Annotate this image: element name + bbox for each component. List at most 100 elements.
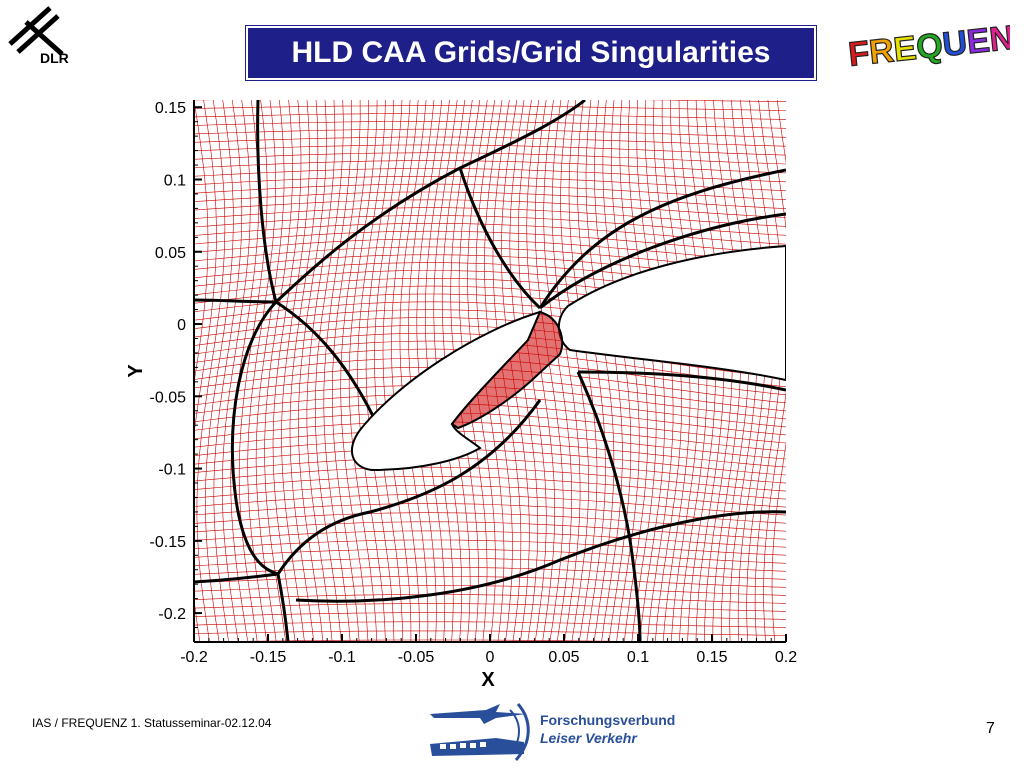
slide-title-box: HLD CAA Grids/Grid Singularities [246, 26, 816, 80]
axes: -0.2 -0.15 -0.1 -0.05 0 0.05 0.1 0.15 0.2 0.15 0.1… [150, 100, 797, 666]
grid-line-j [194, 176, 786, 192]
grid-line-i [196, 100, 226, 642]
grid-line-j [194, 230, 786, 254]
grid-line-i [194, 100, 217, 642]
grid-line-j [194, 448, 786, 476]
grid-line-j [194, 215, 786, 236]
grid-line-j [194, 512, 786, 532]
grid-line-i [348, 100, 378, 642]
grid-line-i [670, 100, 699, 642]
grid-line-j [194, 168, 786, 183]
grid-line-j [194, 466, 786, 492]
grid-line-j [194, 144, 786, 156]
block-line [256, 100, 278, 303]
grid-line-i [222, 100, 251, 642]
grid-line-i [551, 100, 581, 642]
grid-line-j [194, 199, 786, 218]
x-tick-label: 0 [486, 649, 495, 666]
grid-line-j [194, 530, 786, 548]
grid-line-i [306, 100, 336, 642]
y-tick-label: -0.2 [158, 606, 186, 623]
dlr-logo [8, 6, 64, 56]
y-tick-label: 0.1 [164, 172, 186, 189]
grid-line-j [194, 421, 786, 452]
y-tick-label: 0.15 [155, 100, 186, 117]
grid-line-i [771, 100, 786, 642]
grid-line-j [194, 521, 786, 540]
grid-line-j [194, 494, 786, 516]
grid-line-j [194, 548, 786, 564]
grid-line-i [644, 100, 674, 642]
grid-line-j [194, 621, 786, 628]
grid-line-j [194, 439, 786, 468]
block-line [194, 572, 279, 584]
x-tick-label: -0.05 [398, 649, 435, 666]
forschungsverbund-logo [430, 703, 530, 761]
grid-line-j [194, 566, 786, 580]
dlr-logo-text: DLR [40, 50, 69, 66]
block-line [275, 300, 376, 419]
slide-title: HLD CAA Grids/Grid Singularities [291, 36, 771, 69]
grid-line-i [331, 100, 361, 642]
block-line [576, 371, 642, 642]
grid-line-j [194, 128, 786, 138]
block-boundaries [194, 100, 786, 642]
y-tick-label: -0.1 [158, 462, 186, 479]
grid-line-j [194, 457, 786, 484]
y-axis-label: Y [125, 364, 147, 378]
grid-line-j [194, 539, 786, 556]
grid-line-j [194, 612, 786, 620]
frequenz-logo: FREQUENZ [846, 18, 1010, 74]
airfoil-bodies [351, 244, 786, 472]
grid-line-j [194, 557, 786, 572]
grid-line-i [238, 100, 268, 642]
grid-line-j [194, 223, 786, 245]
grid-line-i [543, 100, 573, 642]
grid-line-j [194, 191, 786, 209]
block-line [458, 167, 542, 310]
grid-line-i [365, 100, 395, 642]
grid-line-j [194, 412, 786, 444]
block-line [194, 298, 277, 304]
grid-line-j [194, 576, 786, 588]
y-tick-label: 0 [177, 317, 186, 334]
grid-line-j [194, 475, 786, 500]
grid-line-i [678, 100, 708, 642]
grid-line-i [661, 100, 691, 642]
grid-line-j [194, 207, 786, 227]
x-tick-label: 0.05 [548, 649, 579, 666]
y-tick-label: -0.15 [150, 534, 187, 551]
gap-region [450, 310, 564, 430]
x-tick-label: 0.15 [696, 649, 727, 666]
x-axis-label: X [481, 669, 495, 691]
block-line [539, 212, 786, 310]
grid-line-i [391, 100, 420, 642]
grid-line-j [194, 585, 786, 596]
grid-line-i [628, 100, 657, 642]
block-line [276, 399, 542, 575]
grid-line-j [194, 630, 786, 636]
grid-line-j [194, 105, 786, 111]
grid-line-i [281, 100, 310, 642]
partner-name-line2: Leiser Verkehr [540, 730, 637, 746]
grid-line-i [653, 100, 682, 642]
grid-line-i [636, 100, 665, 642]
y-tick-label: 0.05 [155, 245, 186, 262]
grid-line-i [399, 100, 429, 642]
grid-line-i [264, 100, 293, 642]
grid-line-i [602, 100, 632, 642]
block-line [577, 370, 786, 392]
grid-line-i [205, 100, 234, 642]
block-line [538, 168, 786, 309]
block-line [276, 573, 290, 642]
block-line [295, 510, 786, 603]
grid-line-j [194, 136, 786, 147]
x-tick-label: -0.1 [328, 649, 356, 666]
grid-line-j [194, 113, 786, 120]
grid-line-j [194, 485, 786, 508]
grid-line-i [323, 100, 353, 642]
grid-line-i [255, 100, 285, 642]
y-tick-label: -0.05 [150, 389, 187, 406]
grid-line-j [194, 100, 786, 102]
grid-plot: -0.2 -0.15 -0.1 -0.05 0 0.05 0.1 0.15 0.2 0.15 0.1… [125, 100, 797, 691]
